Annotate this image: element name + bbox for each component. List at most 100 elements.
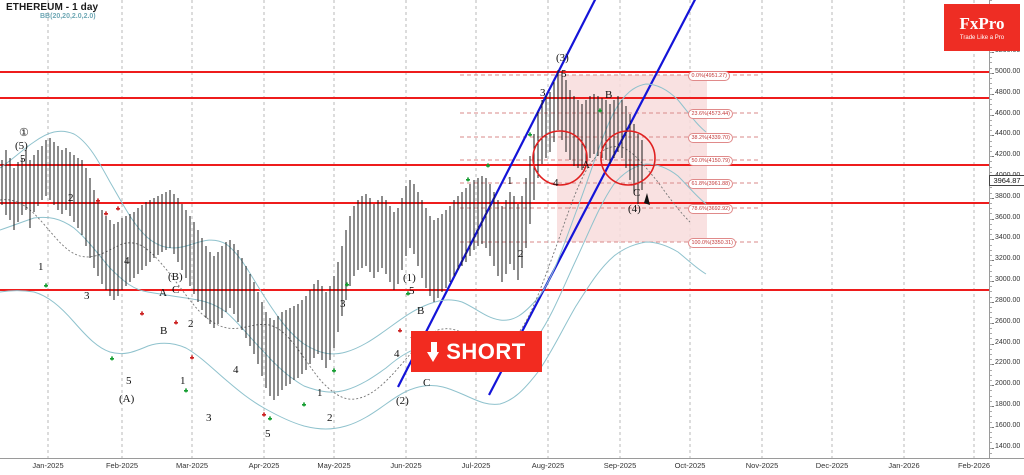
price-minor-tick xyxy=(990,312,992,314)
price-minor-tick xyxy=(990,369,992,371)
price-tick-label: 2000.00 xyxy=(995,380,1021,388)
wave-label: 5 xyxy=(561,68,567,80)
signal-markers xyxy=(44,108,602,421)
price-minor-tick xyxy=(990,265,992,267)
wave-label: 2 xyxy=(68,192,74,204)
logo-wordmark: FxPro xyxy=(959,13,1005,33)
chart-graphics-layer xyxy=(0,0,989,458)
price-minor-tick xyxy=(990,218,992,220)
date-tick-label: Jan-2026 xyxy=(888,461,920,470)
price-minor-tick xyxy=(990,98,992,100)
price-minor-tick xyxy=(990,187,992,189)
price-minor-tick xyxy=(990,338,992,340)
price-tick-label: 4800.00 xyxy=(995,88,1021,96)
wave-label: 2 xyxy=(188,318,194,330)
date-tick-label: Dec-2025 xyxy=(815,461,849,470)
price-minor-tick xyxy=(990,223,992,225)
price-tick-label: 2800.00 xyxy=(995,296,1021,304)
price-tick-label: 3200.00 xyxy=(995,255,1021,263)
price-minor-tick xyxy=(990,255,992,257)
down-arrow-icon xyxy=(427,341,440,362)
wave-label: 1 xyxy=(180,375,186,387)
price-minor-tick xyxy=(990,411,992,413)
wave-label: 4 xyxy=(553,177,559,189)
wave-label: 5 xyxy=(126,375,132,387)
price-tick-mark xyxy=(990,364,994,366)
chart-title: ETHEREUM - 1 day xyxy=(6,2,99,13)
price-tick-mark xyxy=(990,52,994,54)
price-minor-tick xyxy=(990,229,992,230)
wave-label: (2) xyxy=(396,395,409,407)
price-minor-tick xyxy=(990,364,992,366)
price-minor-tick xyxy=(990,426,992,428)
date-axis[interactable]: Jan-2025 Feb-2025 Mar-2025 Apr-2025 May-2025… xyxy=(0,458,1024,475)
price-tick-mark xyxy=(990,156,994,158)
price-minor-tick xyxy=(990,327,992,329)
wave-label: 5 xyxy=(409,285,415,297)
price-minor-tick xyxy=(990,213,992,215)
vertical-gridlines xyxy=(47,0,975,458)
price-tick-label: 1400.00 xyxy=(995,442,1021,450)
price-minor-tick xyxy=(990,119,992,121)
price-minor-tick xyxy=(990,416,992,418)
wave-label: (3) xyxy=(556,52,569,64)
wave-label: 3 xyxy=(340,298,346,310)
price-minor-tick xyxy=(990,62,992,64)
short-signal-badge[interactable]: SHORT xyxy=(411,331,542,372)
price-tick-mark xyxy=(990,385,994,387)
date-tick-label: Feb-2025 xyxy=(105,461,139,470)
wave-label: B xyxy=(160,325,168,337)
price-minor-tick xyxy=(990,317,992,319)
wave-label: 2 xyxy=(518,248,524,260)
wave-label: 4 xyxy=(124,255,130,267)
wave-label: 3 xyxy=(84,290,90,302)
wave-label: ① xyxy=(19,127,29,139)
highlight-circles xyxy=(532,130,656,186)
price-tick-label: 3400.00 xyxy=(995,234,1021,242)
price-minor-tick xyxy=(990,442,992,444)
price-minor-tick xyxy=(990,307,992,309)
price-minor-tick xyxy=(990,447,992,449)
wave-label: 2 xyxy=(327,412,333,424)
price-minor-tick xyxy=(990,275,992,277)
price-tick-mark xyxy=(990,447,994,449)
wave-label: (A) xyxy=(119,393,135,405)
chart-plot-area[interactable]: ETHEREUM - 1 day BB(20,20,2.0,2.0) ① (5) 5… xyxy=(0,0,989,458)
price-minor-tick xyxy=(990,0,992,1)
price-minor-tick xyxy=(990,93,992,95)
price-minor-tick xyxy=(990,400,992,402)
price-tick-label: 4400.00 xyxy=(995,130,1021,138)
wave-label: A xyxy=(582,159,590,171)
wave-label: 3 xyxy=(540,87,546,99)
price-minor-tick xyxy=(990,379,992,381)
price-minor-tick xyxy=(990,395,992,397)
price-minor-tick xyxy=(990,239,992,241)
price-minor-tick xyxy=(990,150,992,152)
fib-level-tag: 50.0%(4150.79) xyxy=(688,156,734,166)
price-minor-tick xyxy=(990,208,992,210)
wave-label: (4) xyxy=(628,203,641,215)
fib-level-tag: 61.8%(3961.88) xyxy=(688,179,734,189)
trendlines xyxy=(397,0,697,396)
price-tick-mark xyxy=(990,197,994,199)
price-minor-tick xyxy=(990,390,992,392)
price-minor-tick xyxy=(990,249,992,251)
price-minor-tick xyxy=(990,421,992,423)
price-tick-label: 1800.00 xyxy=(995,400,1021,408)
price-tick-mark xyxy=(990,72,994,74)
price-minor-tick xyxy=(990,166,992,168)
wave-label: 5 xyxy=(20,153,26,165)
fxpro-logo: FxPro Trade Like a Pro xyxy=(944,4,1020,51)
price-tick-label: 3000.00 xyxy=(995,276,1021,284)
price-tick-mark xyxy=(990,260,994,262)
price-minor-tick xyxy=(990,348,992,350)
price-axis[interactable]: 5600.005400.005200.005000.004800.004600.… xyxy=(989,0,1024,459)
price-minor-tick xyxy=(990,72,992,74)
fib-zone xyxy=(557,75,707,242)
price-minor-tick xyxy=(990,322,992,324)
current-price-marker: 3964.87 xyxy=(989,175,1024,187)
bollinger-bands xyxy=(0,83,707,430)
date-tick-label: Mar-2025 xyxy=(175,461,209,470)
price-tick-label: 4200.00 xyxy=(995,151,1021,159)
